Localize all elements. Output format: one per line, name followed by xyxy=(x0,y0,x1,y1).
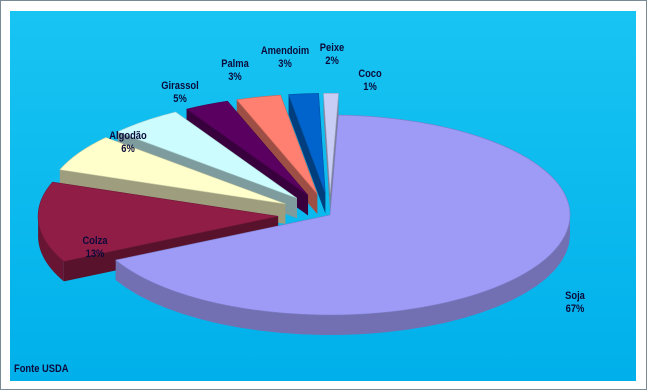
slice-label-value: 1% xyxy=(363,81,377,93)
slice-label-value: 6% xyxy=(121,143,135,155)
slice-coco xyxy=(323,93,339,214)
slice-label-amendoim: Amendoim 3% xyxy=(261,45,309,71)
slice-label-name: Coco xyxy=(358,68,382,80)
slice-label-name: Soja xyxy=(565,290,585,302)
slice-label-palma: Palma 3% xyxy=(221,58,249,84)
slice-label-value: 13% xyxy=(85,248,105,260)
slice-label-value: 3% xyxy=(278,58,292,70)
slice-label-value: 3% xyxy=(228,71,242,83)
slice-label-girassol: Girassol 5% xyxy=(161,80,198,106)
slice-label-name: Algodão xyxy=(109,130,147,142)
slice-label-name: Peixe xyxy=(319,42,345,54)
slice-label-peixe: Peixe 2% xyxy=(320,42,344,68)
slice-label-soja: Soja 67% xyxy=(565,290,585,316)
slice-label-coco: Coco 1% xyxy=(358,68,381,94)
slice-label-value: 67% xyxy=(565,303,585,315)
slice-peixe xyxy=(288,93,326,214)
slice-label-name: Amendoim xyxy=(260,45,310,57)
slice-label-colza: Colza 13% xyxy=(83,235,108,261)
slice-label-value: 5% xyxy=(173,93,187,105)
slice-soja xyxy=(115,114,571,335)
slice-label-value: 2% xyxy=(325,55,339,67)
source-note: Fonte USDA xyxy=(14,363,69,375)
slice-label-algodao: Algodão 6% xyxy=(109,130,146,156)
slice-label-name: Girassol xyxy=(161,80,199,92)
slice-label-name: Colza xyxy=(82,235,108,247)
slice-label-name: Palma xyxy=(221,58,249,70)
